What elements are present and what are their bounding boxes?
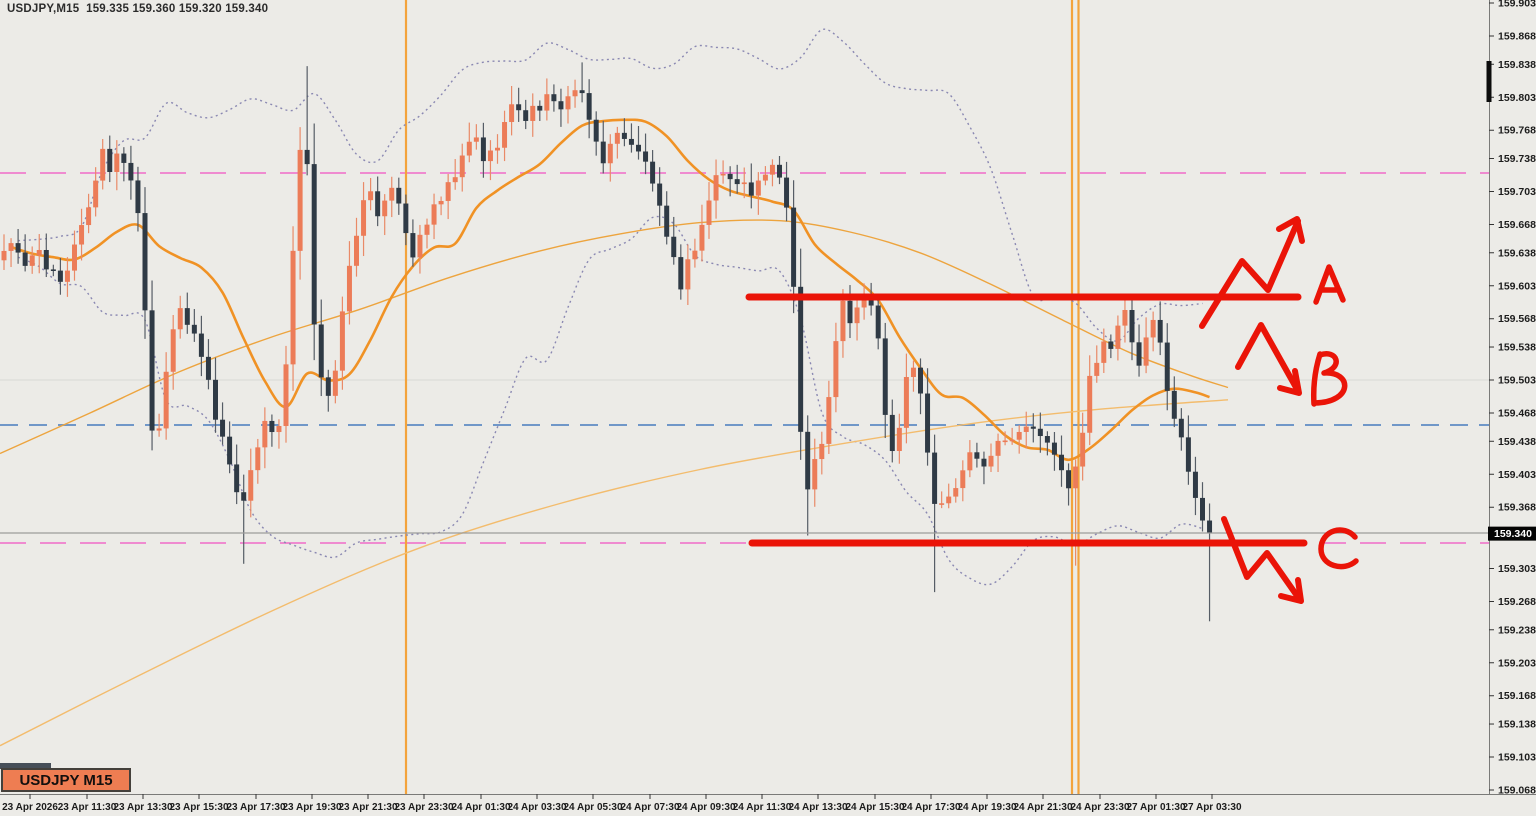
chart-ohlc-title: USDJPY,M15 159.335 159.360 159.320 159.3… <box>7 3 269 15</box>
rejection-down-arrow-B-head <box>1277 368 1302 396</box>
svg-text:23 Apr 23:30: 23 Apr 23:30 <box>394 802 454 813</box>
svg-text:24 Apr 01:30: 24 Apr 01:30 <box>451 802 511 813</box>
svg-text:159.168: 159.168 <box>1498 690 1536 702</box>
breakdown-arrow-C-head <box>1278 577 1304 604</box>
svg-text:24 Apr 03:30: 24 Apr 03:30 <box>507 802 567 813</box>
svg-text:159.868: 159.868 <box>1498 30 1536 42</box>
annotation-letter-B <box>1311 351 1348 407</box>
annotation-letter-A <box>1313 264 1346 305</box>
svg-text:159.403: 159.403 <box>1498 469 1536 481</box>
svg-text:23 Apr 21:30: 23 Apr 21:30 <box>338 802 398 813</box>
svg-text:159.340: 159.340 <box>1494 528 1532 540</box>
svg-text:24 Apr 23:30: 24 Apr 23:30 <box>1070 802 1130 813</box>
svg-text:159.603: 159.603 <box>1498 280 1536 292</box>
svg-text:159.503: 159.503 <box>1498 375 1536 387</box>
svg-text:159.468: 159.468 <box>1498 407 1536 419</box>
svg-text:24 Apr 11:30: 24 Apr 11:30 <box>733 802 792 813</box>
svg-text:24 Apr 21:30: 24 Apr 21:30 <box>1013 802 1073 813</box>
svg-text:23 Apr 19:30: 23 Apr 19:30 <box>282 802 342 813</box>
svg-text:159.438: 159.438 <box>1498 436 1536 448</box>
breakdown-arrow-C <box>1221 516 1303 603</box>
svg-text:159.303: 159.303 <box>1498 563 1536 575</box>
svg-text:24 Apr 19:30: 24 Apr 19:30 <box>957 802 1017 813</box>
svg-text:159.203: 159.203 <box>1498 657 1536 669</box>
svg-text:23 Apr 13:30: 23 Apr 13:30 <box>113 802 173 813</box>
svg-text:23 Apr 17:30: 23 Apr 17:30 <box>226 802 286 813</box>
svg-text:159.703: 159.703 <box>1498 186 1536 198</box>
svg-text:159.368: 159.368 <box>1498 502 1536 514</box>
symbol-badge-label: USDJPY M15 <box>19 771 113 789</box>
annotation-letter-C <box>1318 527 1359 570</box>
svg-text:159.803: 159.803 <box>1498 92 1536 104</box>
svg-text:159.768: 159.768 <box>1498 125 1536 137</box>
window-tab-stub <box>0 763 51 769</box>
candlesticks-layer <box>1 62 1213 622</box>
drawing-annotations-layer[interactable] <box>745 216 1359 604</box>
svg-text:27 Apr 03:30: 27 Apr 03:30 <box>1182 802 1242 813</box>
rejection-down-arrow-B <box>1235 322 1301 394</box>
svg-text:159.268: 159.268 <box>1498 596 1536 608</box>
svg-text:159.838: 159.838 <box>1498 59 1536 71</box>
svg-text:159.638: 159.638 <box>1498 247 1536 259</box>
svg-text:159.138: 159.138 <box>1498 719 1536 731</box>
svg-text:23 Apr 2026: 23 Apr 2026 <box>2 802 58 813</box>
svg-text:159.568: 159.568 <box>1498 313 1536 325</box>
svg-text:159.738: 159.738 <box>1498 153 1536 165</box>
svg-text:24 Apr 13:30: 24 Apr 13:30 <box>788 802 848 813</box>
svg-text:23 Apr 11:30: 23 Apr 11:30 <box>58 802 117 813</box>
svg-text:24 Apr 15:30: 24 Apr 15:30 <box>845 802 905 813</box>
svg-text:24 Apr 09:30: 24 Apr 09:30 <box>676 802 736 813</box>
symbol-timeframe-badge[interactable]: USDJPY M15 <box>1 768 131 792</box>
svg-text:24 Apr 17:30: 24 Apr 17:30 <box>901 802 961 813</box>
svg-text:159.903: 159.903 <box>1498 0 1536 10</box>
svg-text:24 Apr 07:30: 24 Apr 07:30 <box>620 802 680 813</box>
price-axis[interactable]: 159.903 159.868 159.838 159.803 159.768 159.7… <box>1486 0 1536 816</box>
svg-text:159.238: 159.238 <box>1498 624 1536 636</box>
svg-text:159.668: 159.668 <box>1498 219 1536 231</box>
current-price-tag <box>1488 526 1536 541</box>
breakout-up-arrow-A-head <box>1276 216 1305 244</box>
svg-text:24 Apr 05:30: 24 Apr 05:30 <box>563 802 623 813</box>
svg-text:159.538: 159.538 <box>1498 342 1536 354</box>
bollinger-bands-layer <box>17 28 1203 586</box>
svg-text:27 Apr 01:30: 27 Apr 01:30 <box>1126 802 1186 813</box>
vertical-lines-layer[interactable] <box>404 0 1080 794</box>
breakout-up-arrow-A <box>1199 218 1301 329</box>
svg-text:159.103: 159.103 <box>1498 752 1536 764</box>
svg-text:23 Apr 15:30: 23 Apr 15:30 <box>169 802 229 813</box>
svg-text:159.068: 159.068 <box>1498 785 1536 797</box>
